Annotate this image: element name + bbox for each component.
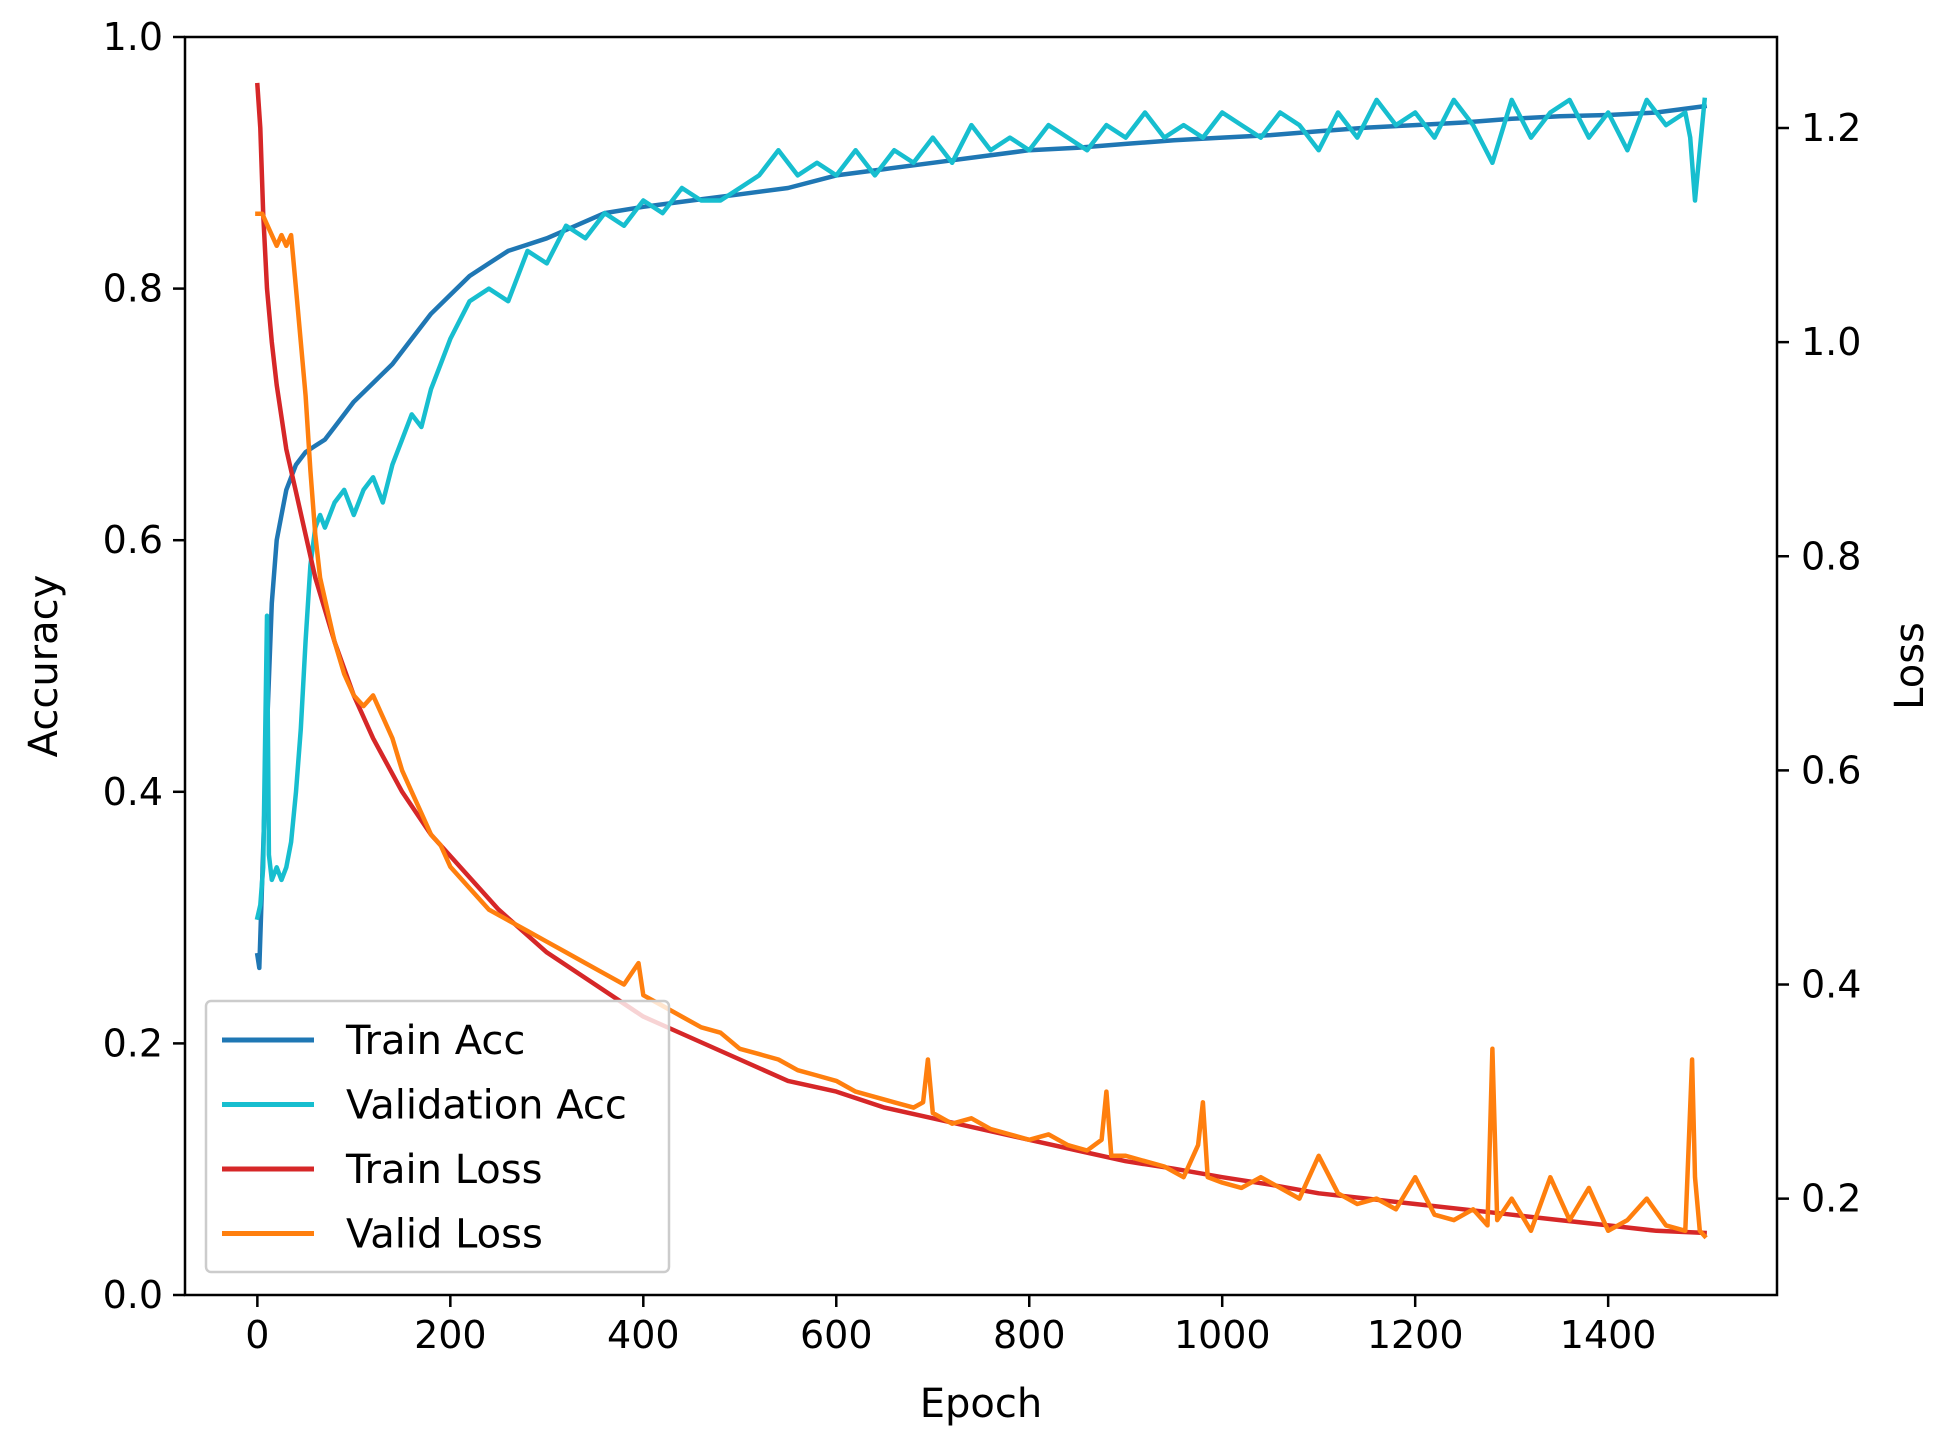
- series-line-train-acc: [254, 103, 1708, 971]
- x-tick-label: 0: [245, 1313, 269, 1357]
- y-right-tick-label: 1.0: [1801, 320, 1861, 364]
- y-left-axis-ticks: 0.0 0.2 0.4 0.6 0.8 1.0: [103, 15, 185, 1317]
- x-tick-label: 1000: [1174, 1313, 1271, 1357]
- x-axis-ticks: 0 200 400 600 800 1000 1200 1400: [245, 1295, 1657, 1357]
- x-tick-label: 400: [607, 1313, 680, 1357]
- y-left-tick-label: 0.2: [103, 1021, 163, 1065]
- legend-label-train-acc: Train Acc: [345, 1018, 525, 1064]
- legend: Train Acc Validation Acc Train Loss Valid L…: [204, 999, 671, 1274]
- x-tick-label: 1200: [1367, 1313, 1464, 1357]
- y-left-tick-label: 0.0: [103, 1273, 163, 1317]
- plot-frame: [183, 35, 1779, 1297]
- legend-label-valid-loss: Valid Loss: [346, 1212, 543, 1258]
- x-axis-title: Epoch: [920, 1381, 1042, 1427]
- x-tick-label: 1400: [1560, 1313, 1657, 1357]
- y-right-axis-ticks: 0.2 0.4 0.6 0.8 1.0 1.2: [1777, 106, 1861, 1221]
- y-right-tick-label: 0.6: [1801, 748, 1861, 792]
- series-layer: [254, 82, 1708, 1240]
- y-right-tick-label: 0.4: [1801, 963, 1861, 1007]
- y-left-tick-label: 1.0: [103, 15, 163, 59]
- y-right-tick-label: 0.8: [1801, 534, 1861, 578]
- y-left-tick-label: 0.6: [103, 518, 163, 562]
- y-right-tick-label: 1.2: [1801, 106, 1861, 150]
- y-left-axis-title: Accuracy: [21, 575, 67, 758]
- x-tick-label: 600: [800, 1313, 873, 1357]
- legend-box: [204, 999, 671, 1274]
- x-tick-label: 800: [993, 1313, 1066, 1357]
- x-tick-label: 200: [414, 1313, 487, 1357]
- y-left-tick-label: 0.4: [103, 770, 163, 814]
- legend-label-train-loss: Train Loss: [345, 1147, 542, 1193]
- legend-label-validation-acc: Validation Acc: [346, 1083, 627, 1129]
- y-right-axis-title: Loss: [1887, 622, 1933, 710]
- series-line-valid-loss: [255, 211, 1708, 1240]
- series-line-validation-acc: [254, 97, 1708, 921]
- y-left-tick-label: 0.8: [103, 267, 163, 311]
- y-right-tick-label: 0.2: [1801, 1177, 1861, 1221]
